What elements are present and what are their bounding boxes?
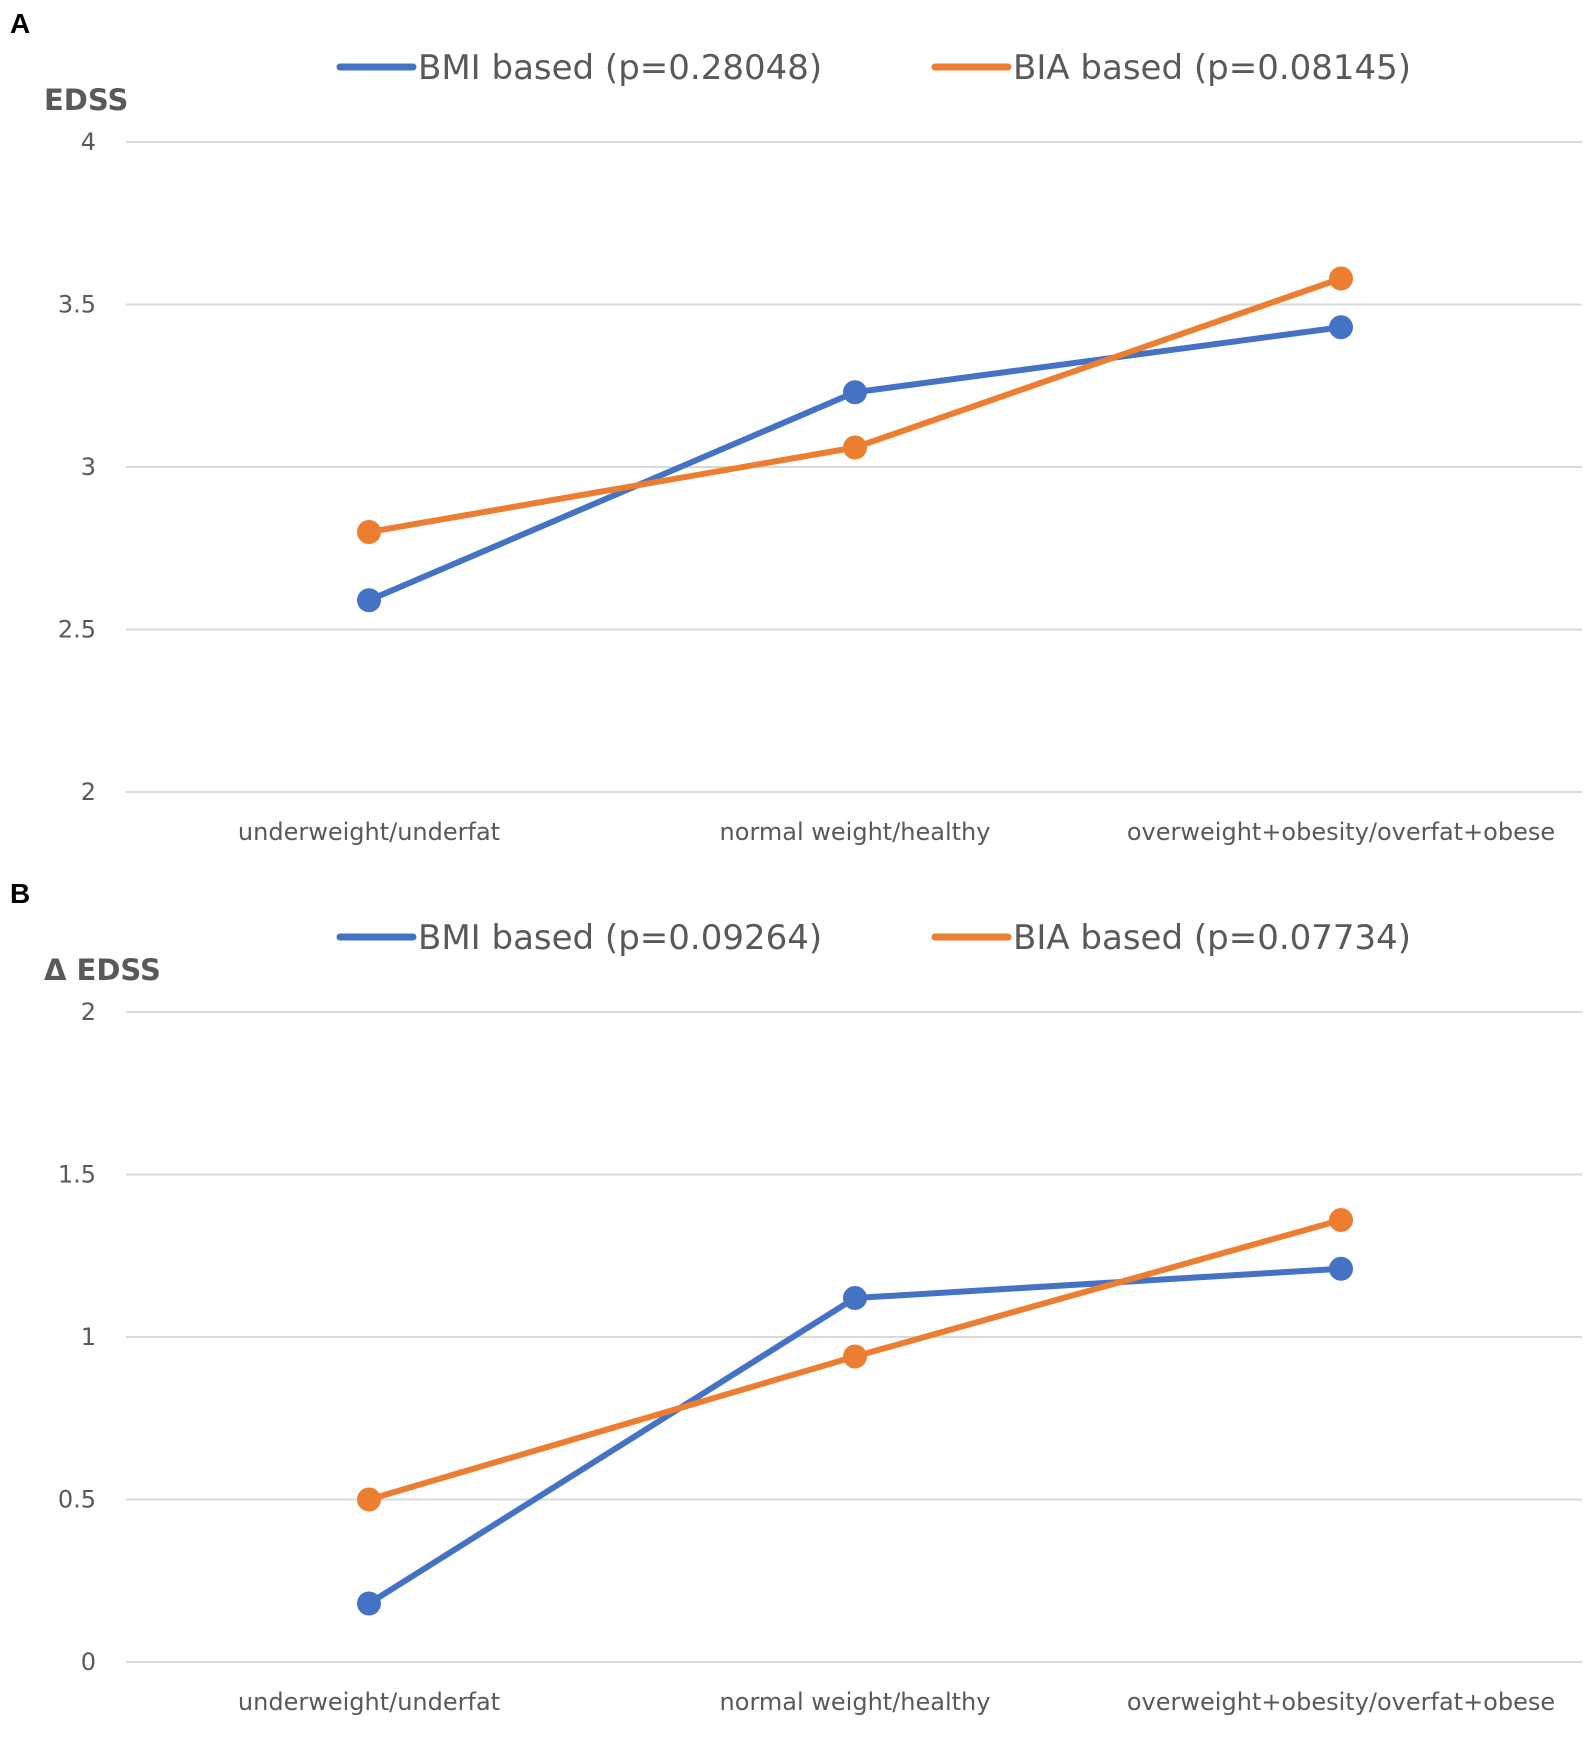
panel-a: A EDSS 2 2.5 3 3.5 4 underweight/underfat normal… [10,8,1582,846]
x-category-label: underweight/underfat [238,1688,500,1716]
x-category-label: overweight+obesity/overfat+obese [1127,818,1555,846]
y-tick-label: 2.5 [58,616,96,644]
data-point [843,435,867,460]
series-line [367,324,1342,604]
data-point [1329,1256,1353,1281]
y-tick-label: 4 [81,128,96,156]
data-point [843,1286,867,1310]
panel-b: B Δ EDSS 0 0.5 1 1.5 2 underweight/underfat norm… [10,878,1582,1716]
data-point [1329,315,1353,340]
y-tick-label: 2 [81,998,96,1026]
series-line [367,1265,1342,1607]
y-tick-label: 3 [81,453,96,481]
x-category-label: normal weight/healthy [720,1688,991,1716]
panel-letter: A [10,8,30,39]
data-point [1329,266,1353,291]
series-line [368,275,1342,535]
x-category-label: overweight+obesity/overfat+obese [1127,1688,1555,1716]
data-point [843,380,867,405]
data-point [1329,1208,1353,1232]
data-point [357,520,381,544]
y-tick-label: 2 [81,778,96,806]
legend-entry: BMI based (p=0.09264) [418,918,822,958]
legend-entry: BMI based (p=0.28048) [418,48,822,88]
y-axis-label: Δ EDSS [44,953,161,987]
y-tick-label: 3.5 [58,291,96,319]
data-point [357,1591,381,1616]
y-tick-label: 0.5 [58,1486,96,1514]
y-tick-label: 1.5 [58,1161,96,1189]
y-tick-label: 1 [81,1323,96,1351]
legend-entry: BIA based (p=0.08145) [1013,48,1411,88]
data-point [843,1344,867,1369]
y-tick-label: 0 [81,1648,96,1676]
data-point [357,1487,381,1512]
legend-entry: BIA based (p=0.07734) [1013,918,1411,958]
data-point [357,588,381,613]
y-axis-label: EDSS [44,83,128,117]
panel-letter: B [10,878,30,909]
x-category-label: underweight/underfat [238,818,500,846]
x-category-label: normal weight/healthy [720,818,991,846]
